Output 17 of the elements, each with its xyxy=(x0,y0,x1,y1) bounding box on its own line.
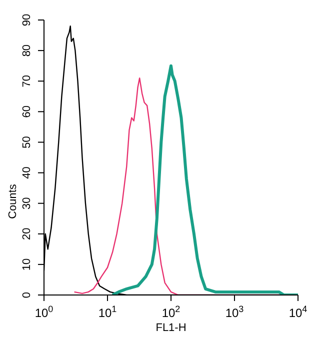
x-tick-label: 10$^{1}$ xyxy=(98,304,117,320)
y-tick-label: 0 xyxy=(21,292,33,298)
x-axis-title: FL1-H xyxy=(156,322,186,334)
y-tick-label: 60 xyxy=(21,106,33,118)
y-tick-label: 70 xyxy=(21,74,33,88)
y-tick-label: 30 xyxy=(21,197,33,210)
x-tick-label: 10$^{0}$ xyxy=(34,304,54,320)
y-tick-label: 80 xyxy=(21,44,33,57)
y-tick-label: 50 xyxy=(21,136,33,148)
y-tick-label: 20 xyxy=(21,228,33,240)
y-tick-label: 10 xyxy=(21,258,33,271)
y-tick-label: 40 xyxy=(21,166,33,179)
y-axis-title: Counts xyxy=(7,184,19,219)
y-tick-label: 90 xyxy=(21,14,33,26)
x-tick-label: 10$^{2}$ xyxy=(162,304,180,320)
x-tick-label: 10$^{3}$ xyxy=(225,304,244,320)
x-tick-label: 10$^{4}$ xyxy=(288,304,308,320)
